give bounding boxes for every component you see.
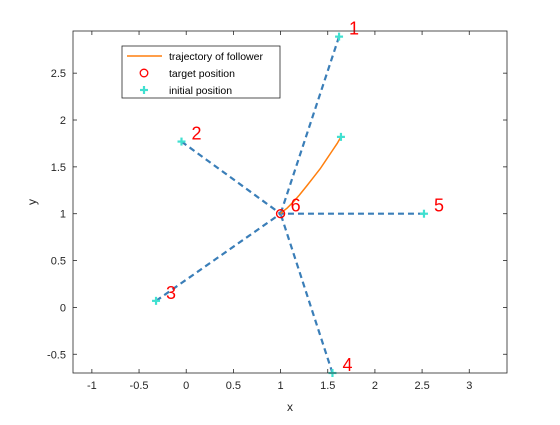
x-tick-label-7: 2.5 — [414, 380, 429, 392]
edge-line-3-6 — [155, 212, 282, 302]
y-tick-label-6: 2.5 — [51, 68, 66, 80]
legend-label-target: target position — [169, 68, 235, 80]
x-tick-label-2: 0 — [183, 380, 189, 392]
y-axis-label: y — [25, 199, 39, 205]
x-tick-label-3: 0.5 — [226, 380, 241, 392]
edge-line-1-6 — [279, 36, 341, 215]
node-label-6: 6 — [291, 196, 301, 216]
y-tick-label-4: 1.5 — [51, 162, 66, 174]
y-tick-label-5: 2 — [60, 115, 66, 127]
target-position-marker — [275, 209, 286, 219]
initial-position-marker-3 — [152, 296, 161, 305]
node-label-1: 1 — [349, 19, 359, 39]
y-tick-label-1: 0 — [60, 302, 66, 314]
node-label-3: 3 — [166, 283, 176, 303]
initial-position-marker-2 — [177, 137, 186, 146]
edge-line-2-6 — [180, 140, 282, 215]
initial-position-marker-5 — [419, 209, 428, 218]
initial-position-marker-1 — [335, 32, 344, 41]
x-tick-label-8: 3 — [466, 380, 472, 392]
axes-box — [72, 30, 508, 374]
y-tick-label-3: 1 — [60, 209, 66, 221]
node-label-5: 5 — [434, 196, 444, 216]
node-label-2: 2 — [192, 124, 202, 144]
edge-line-4-6 — [279, 213, 334, 374]
trajectory-line — [280, 136, 342, 215]
legend-label-initial: initial position — [169, 85, 232, 97]
legend-plus-shape — [140, 86, 148, 94]
x-axis-label: x — [287, 400, 293, 414]
y-tick-label-2: 0.5 — [51, 256, 66, 268]
legend-circle-icon — [139, 68, 149, 78]
x-tick-label-0: -1 — [87, 380, 97, 392]
initial-position-marker-6 — [336, 132, 345, 141]
x-tick-label-6: 2 — [372, 380, 378, 392]
legend-plus-icon — [140, 86, 148, 94]
legend-label-trajectory: trajectory of follower — [169, 51, 263, 63]
x-tick-label-4: 1 — [278, 380, 284, 392]
legend: trajectory of follower target position i… — [121, 45, 281, 99]
x-tick-label-1: -0.5 — [130, 380, 149, 392]
x-tick-label-5: 1.5 — [320, 380, 335, 392]
node-label-4: 4 — [342, 355, 352, 375]
y-tick-label-0: -0.5 — [47, 349, 66, 361]
